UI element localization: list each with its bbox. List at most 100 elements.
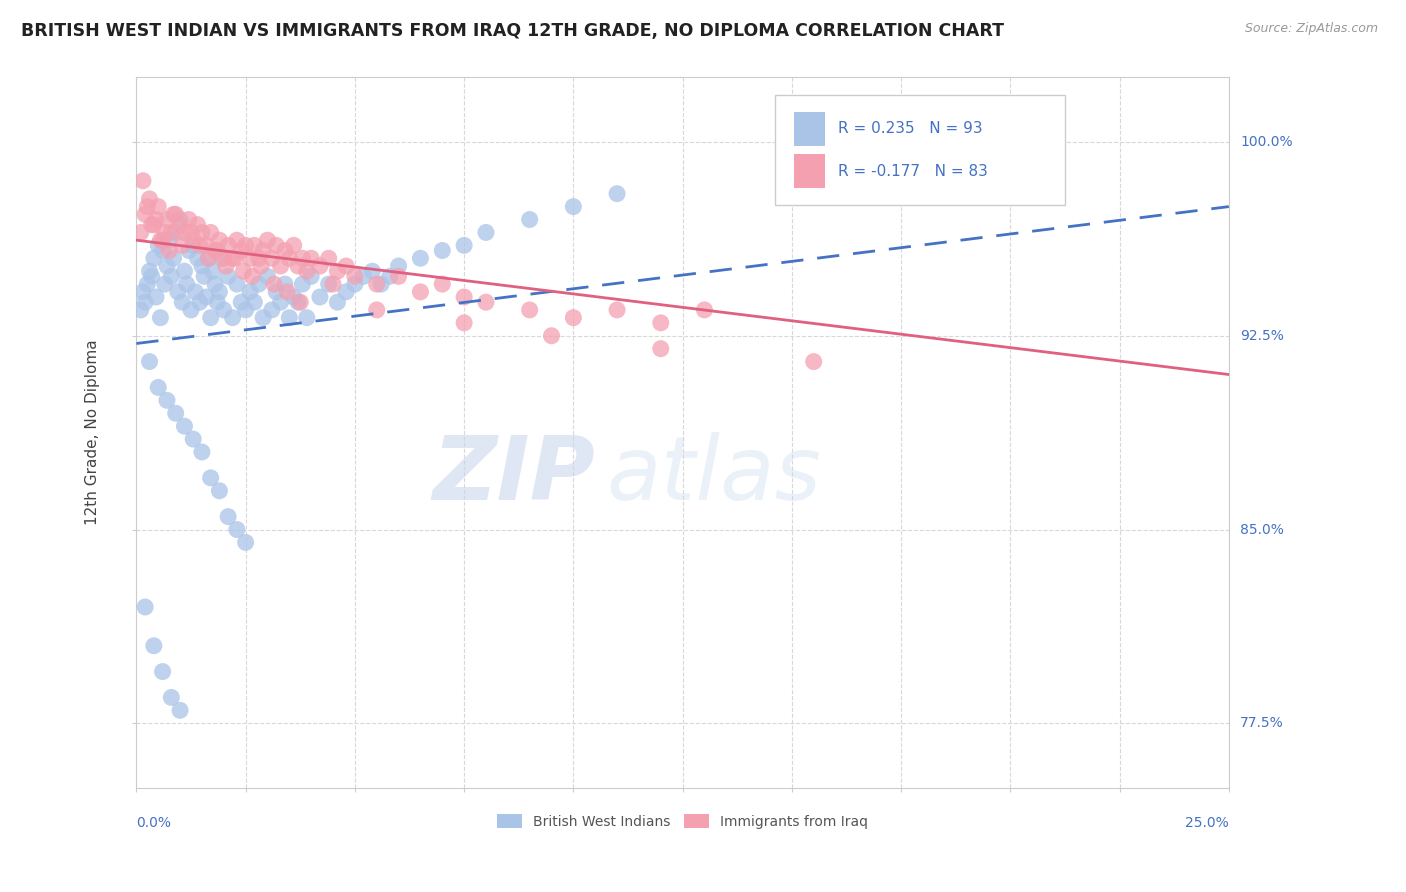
Text: BRITISH WEST INDIAN VS IMMIGRANTS FROM IRAQ 12TH GRADE, NO DIPLOMA CORRELATION C: BRITISH WEST INDIAN VS IMMIGRANTS FROM I… (21, 22, 1004, 40)
Point (142, 639, 165, 653)
Point (176, 277, 198, 291)
Point (475, 226, 498, 240)
Point (803, 354, 825, 368)
Point (200, 310, 222, 325)
Point (693, 302, 716, 317)
Point (217, 238, 239, 252)
Point (187, 218, 209, 232)
Point (157, 233, 180, 247)
Point (366, 302, 388, 317)
Point (256, 269, 278, 284)
Text: 92.5%: 92.5% (1240, 329, 1284, 343)
Point (366, 277, 388, 291)
Point (322, 277, 344, 291)
Point (287, 259, 309, 273)
Point (208, 285, 231, 299)
Point (134, 599, 156, 614)
Point (283, 290, 305, 304)
Point (217, 509, 239, 524)
Point (181, 233, 204, 247)
Point (343, 269, 366, 284)
Point (212, 302, 235, 317)
Point (181, 238, 204, 252)
Point (138, 354, 160, 368)
Point (212, 252, 235, 266)
Point (270, 259, 292, 273)
Point (309, 290, 332, 304)
Point (290, 295, 312, 310)
Point (207, 244, 229, 258)
Point (187, 252, 209, 266)
Point (169, 218, 191, 232)
Point (252, 244, 274, 258)
Point (278, 310, 301, 325)
Point (215, 259, 238, 273)
Point (201, 264, 224, 278)
Point (326, 295, 349, 310)
Text: R = -0.177   N = 83: R = -0.177 N = 83 (838, 164, 987, 178)
Point (264, 238, 287, 252)
Point (247, 252, 270, 266)
Point (239, 285, 262, 299)
Point (149, 310, 172, 325)
Point (200, 471, 222, 485)
Point (211, 252, 233, 266)
Point (172, 295, 194, 310)
Point (195, 238, 218, 252)
Point (387, 269, 409, 284)
Point (136, 200, 159, 214)
Point (263, 277, 285, 291)
Point (173, 419, 195, 434)
Point (519, 302, 541, 317)
Point (138, 192, 160, 206)
Point (141, 218, 163, 232)
Point (562, 200, 585, 214)
Point (335, 259, 357, 273)
Point (172, 238, 194, 252)
Point (291, 277, 314, 291)
Point (153, 226, 176, 240)
Point (217, 269, 239, 284)
Point (650, 342, 672, 356)
Text: 12th Grade, No Diploma: 12th Grade, No Diploma (86, 340, 100, 525)
Point (453, 290, 475, 304)
Point (264, 285, 287, 299)
Point (291, 252, 314, 266)
Point (475, 295, 498, 310)
Point (173, 264, 195, 278)
Point (208, 483, 231, 498)
Text: 77.5%: 77.5% (1240, 716, 1284, 731)
Point (353, 269, 375, 284)
Text: 25.0%: 25.0% (1185, 815, 1229, 830)
Point (239, 252, 262, 266)
Point (225, 277, 247, 291)
Point (453, 316, 475, 330)
Point (162, 207, 184, 221)
Point (156, 393, 179, 408)
Point (270, 295, 292, 310)
Point (207, 295, 229, 310)
Point (235, 535, 257, 549)
Point (409, 285, 432, 299)
Point (432, 277, 454, 291)
Point (232, 264, 254, 278)
Point (283, 238, 305, 252)
Point (188, 238, 211, 252)
Point (142, 218, 165, 232)
Point (165, 406, 187, 420)
Point (260, 302, 283, 317)
Point (235, 238, 257, 252)
FancyBboxPatch shape (776, 95, 1064, 205)
Point (287, 295, 309, 310)
Point (162, 252, 184, 266)
Point (156, 259, 179, 273)
Point (299, 252, 322, 266)
Text: R = 0.235   N = 93: R = 0.235 N = 93 (838, 121, 983, 136)
Point (519, 212, 541, 227)
Point (195, 290, 218, 304)
Point (318, 252, 340, 266)
Point (540, 328, 562, 343)
FancyBboxPatch shape (794, 154, 825, 188)
Point (169, 212, 191, 227)
Point (432, 244, 454, 258)
